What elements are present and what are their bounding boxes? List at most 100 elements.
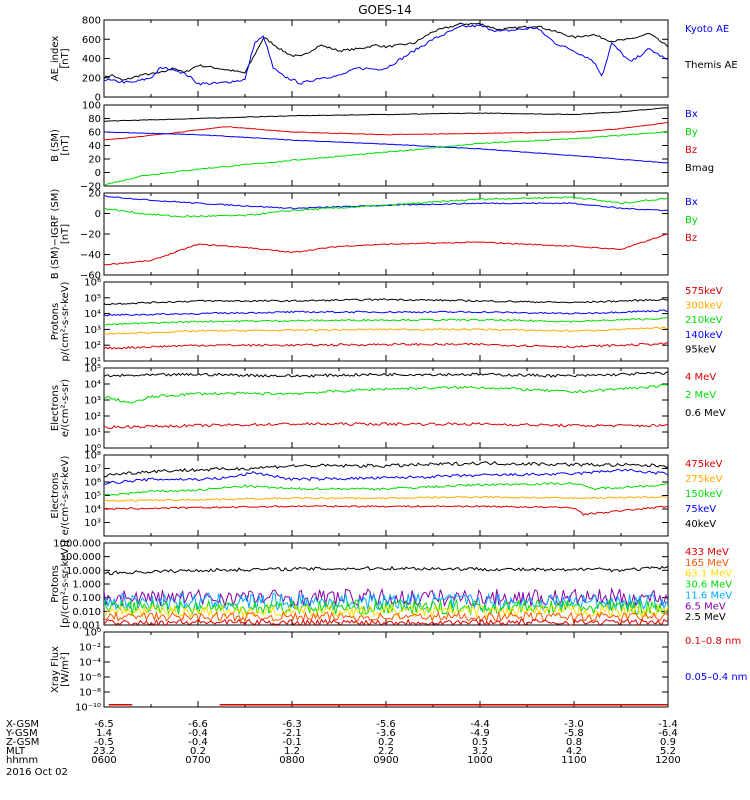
panel-bsm: −20 0 20 40 60 80 100 B (SM) [nT] Bx By Bz Bmag <box>50 101 714 193</box>
series-line <box>104 461 668 478</box>
y-tick-label: 0.001 <box>72 621 101 632</box>
y-tick-label: 10⁰ <box>84 444 101 455</box>
panel-bigrf: −60 −40 −20 0 20 B (SM)−IGRF (SM) [nT] Bx By Bz <box>50 189 698 282</box>
ephemeris-value: -6.3 <box>282 719 302 730</box>
y-tick-label: 0 <box>95 93 101 104</box>
series-line <box>104 604 668 619</box>
ephemeris-value: -3.6 <box>376 728 396 739</box>
y-tick-label: 0 <box>95 209 101 220</box>
y-tick-label: 10⁻¹⁰ <box>75 703 101 714</box>
y-tick-label: 10⁴ <box>84 380 101 391</box>
ephemeris-value: 1.4 <box>96 728 112 739</box>
ephemeris-value: -6.5 <box>94 719 114 730</box>
y-tick-label: 10³ <box>84 518 101 529</box>
y-axis-label: e/(cm²-s-sr-keV) <box>60 456 71 536</box>
y-tick-label: 10⁴ <box>84 309 101 320</box>
legend-entry: 2.5 MeV <box>685 612 726 623</box>
y-tick-label: 10² <box>84 341 101 352</box>
y-tick-label: 10⁰ <box>84 628 101 639</box>
y-tick-label: 10.000 <box>66 566 101 577</box>
series-group <box>104 461 668 516</box>
legend-entry: Bx <box>685 197 698 208</box>
y-axis-label: Electrons <box>50 472 61 518</box>
series-line <box>104 317 668 326</box>
legend-entry: Kyoto AE <box>685 24 729 35</box>
ephemeris-value: -0.5 <box>94 737 114 748</box>
panel-frame <box>103 19 669 98</box>
legend-entry: Themis AE <box>684 60 738 71</box>
y-axis-label: B (SM) <box>50 129 61 162</box>
ephemeris-value: 0.2 <box>378 737 394 748</box>
ephemeris-value: -6.4 <box>658 728 678 739</box>
y-tick-label: 10⁶ <box>84 478 101 489</box>
series-group <box>104 298 668 350</box>
y-tick-label: 20 <box>88 189 101 200</box>
legend-entry: 75keV <box>685 504 716 515</box>
y-axis-label: Protons <box>50 303 61 340</box>
y-axis-label: AE_index <box>50 36 61 82</box>
legend-entry: Bz <box>685 145 697 156</box>
series-line <box>104 122 668 141</box>
series-line <box>104 383 668 404</box>
ephemeris-value: 0900 <box>373 755 398 766</box>
ephemeris-value: 0800 <box>279 755 304 766</box>
y-tick-label: 10³ <box>84 396 101 407</box>
y-tick-label: 60 <box>88 128 101 139</box>
panel-ae: 0 200 400 600 800 AE_index [nT] Kyoto AE Themis … <box>50 16 738 104</box>
y-tick-label: 20 <box>88 155 101 166</box>
ephemeris-value: -0.4 <box>188 728 208 739</box>
series-line <box>104 309 668 317</box>
series-line <box>104 131 668 186</box>
legend-entry: 2 MeV <box>685 390 716 401</box>
y-axis-label: Xray Flux <box>50 646 61 693</box>
panel-protons1: 10¹ 10² 10³ 10⁴ 10⁵ 10⁶ Protons p/(cm²-s-sr-keV… <box>50 278 723 368</box>
panel-electrons1: 10⁰ 10¹ 10² 10³ 10⁴ 10⁵ Electrons e/(cm²-s-sr) 4… <box>50 364 726 455</box>
ephemeris-value: 3.2 <box>472 746 488 757</box>
y-tick-label: 100.000 <box>60 552 101 563</box>
series-line <box>104 504 668 516</box>
y-tick-label: 10⁷ <box>84 464 101 475</box>
y-tick-label: 10⁵ <box>84 364 101 375</box>
legend-entry: 475keV <box>685 459 723 470</box>
panel-frame <box>103 631 669 708</box>
ephemeris-value: -4.4 <box>470 719 490 730</box>
ephemeris-value: 23.2 <box>93 746 115 757</box>
series-line <box>104 24 668 86</box>
series-line <box>104 298 668 306</box>
series-group <box>104 195 668 266</box>
y-tick-label: 10⁻⁸ <box>79 688 101 699</box>
ephemeris-value: 4.2 <box>566 746 582 757</box>
legend-entry: 40keV <box>685 519 716 530</box>
y-tick-label: 10⁴ <box>84 505 101 516</box>
ephemeris-value: 1000 <box>467 755 492 766</box>
series-line <box>104 422 668 429</box>
series-line <box>104 610 668 623</box>
y-tick-label: 10⁻⁶ <box>79 673 101 684</box>
legend-entry: 210keV <box>685 315 723 326</box>
y-axis-label: [nT] <box>60 48 71 68</box>
ephemeris-value: 2.2 <box>378 746 394 757</box>
ephemeris-value: 5.2 <box>660 746 676 757</box>
series-line <box>104 22 668 81</box>
series-line <box>104 196 668 218</box>
series-line <box>104 481 668 497</box>
y-axis-label: e/(cm²-s-sr) <box>60 379 71 437</box>
ephemeris-value: 0.5 <box>472 737 488 748</box>
y-axis-label: [nT] <box>60 135 71 155</box>
y-tick-label: 1.000 <box>72 580 101 591</box>
legend-entry: Bmag <box>685 163 714 174</box>
ephemeris-row-label: MLT <box>6 746 26 757</box>
y-tick-label: 400 <box>82 54 101 65</box>
ephemeris-value: 1.2 <box>284 746 300 757</box>
ephemeris-value: -3.0 <box>564 719 584 730</box>
y-axis-label: [nT] <box>60 224 71 244</box>
date-label: 2016 Oct 02 <box>6 767 68 778</box>
ephemeris-value: -0.4 <box>188 737 208 748</box>
ephemeris-value: 0.9 <box>660 737 676 748</box>
ephemeris-value: 1200 <box>655 755 680 766</box>
legend-entry: 300keV <box>685 301 723 312</box>
y-tick-label: 0.010 <box>72 607 101 618</box>
y-tick-label: 10⁵ <box>84 293 101 304</box>
panel-frame <box>103 454 669 537</box>
ephemeris-value: -5.8 <box>564 728 584 739</box>
